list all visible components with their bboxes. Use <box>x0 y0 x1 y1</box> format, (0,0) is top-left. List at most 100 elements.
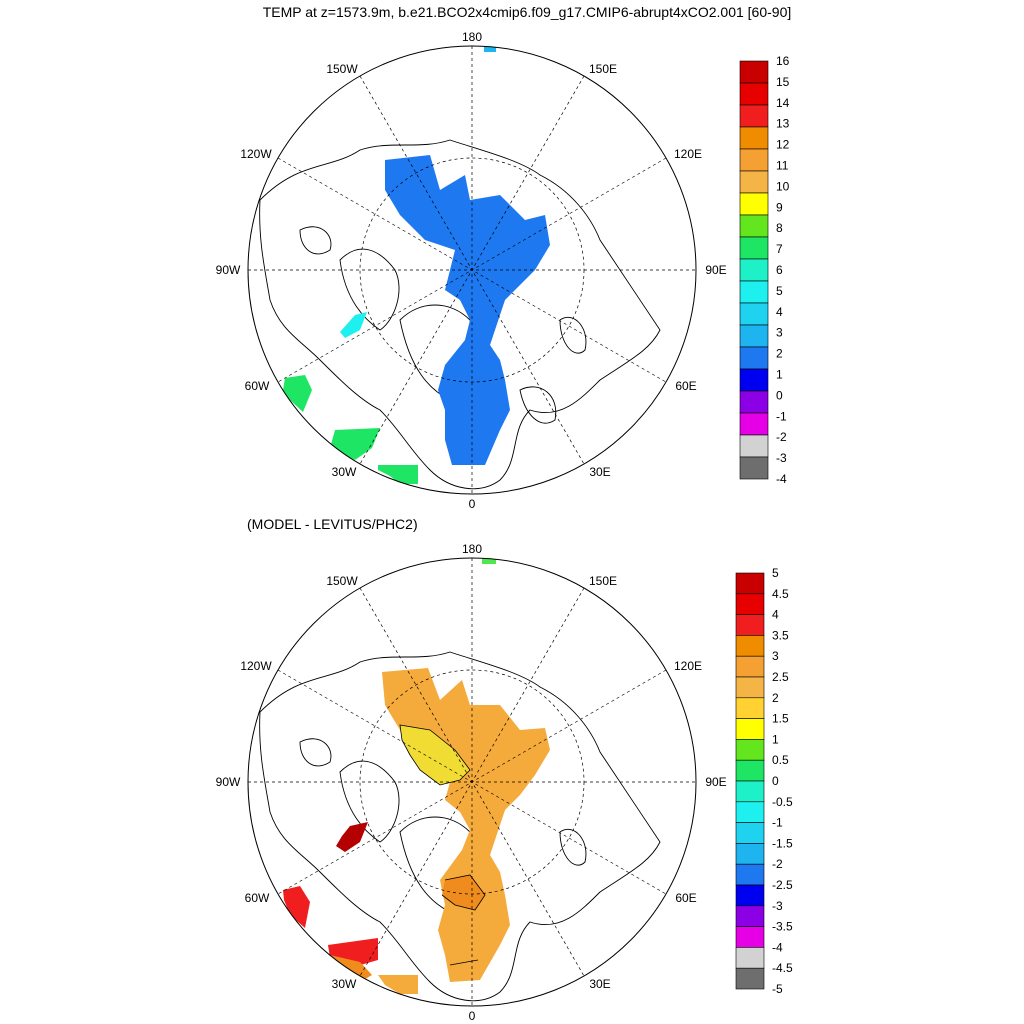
colorbar-swatch <box>735 739 765 761</box>
colorbar-swatch <box>739 214 769 238</box>
svg-text:30W: 30W <box>332 977 357 991</box>
colorbar-tick-label: 13 <box>776 117 790 131</box>
colorbar-tick-label: 3 <box>772 649 779 663</box>
colorbar-swatch <box>735 697 765 719</box>
colorbar-swatch <box>735 676 765 699</box>
colorbar-tick-label: 3.5 <box>772 628 789 642</box>
colorbar-swatch <box>735 863 765 886</box>
top-field-green-6-a <box>283 375 312 412</box>
colorbar-tick-label: 5 <box>776 284 783 298</box>
svg-text:120E: 120E <box>674 147 702 161</box>
colorbar-tick-label: -1.5 <box>772 836 793 850</box>
bottom-field-orange-3 <box>442 875 485 910</box>
colorbar-swatch <box>739 434 769 458</box>
svg-text:180: 180 <box>462 542 482 556</box>
colorbar-tick-label: -3.5 <box>772 920 793 934</box>
colorbar-swatch <box>739 148 769 172</box>
colorbar-swatch <box>739 170 769 194</box>
svg-text:60E: 60E <box>675 379 696 393</box>
colorbar-swatch <box>739 82 769 106</box>
colorbar-swatch <box>739 126 769 150</box>
top-polar-map: 180 150E 120E 90E 60E 30E 0 30W 60W 90W … <box>216 30 727 511</box>
colorbar-tick-label: 9 <box>776 200 783 214</box>
colorbar-tick-label: 4.5 <box>772 587 789 601</box>
svg-text:150W: 150W <box>326 574 358 588</box>
difference-subtitle: (MODEL - LEVITUS/PHC2) <box>247 516 418 532</box>
top-field-green-6-b <box>330 428 380 460</box>
colorbar-tick-label: 0 <box>772 774 779 788</box>
colorbar-tick-label: -4 <box>776 472 787 486</box>
colorbar-tick-label: -4 <box>772 940 783 954</box>
colorbar-tick-label: -0.5 <box>772 795 793 809</box>
colorbar-swatch <box>735 884 765 907</box>
colorbar-swatch <box>739 60 769 84</box>
svg-text:120E: 120E <box>674 659 702 673</box>
svg-text:0: 0 <box>469 497 476 511</box>
colorbar-tick-label: 16 <box>776 54 790 68</box>
colorbar-tick-label: 2 <box>772 691 779 705</box>
svg-text:30E: 30E <box>589 465 610 479</box>
colorbar-swatch <box>735 759 765 782</box>
colorbar-swatch <box>739 412 769 436</box>
colorbar-tick-label: 1 <box>776 368 783 382</box>
svg-text:90W: 90W <box>216 775 241 789</box>
colorbar-swatch <box>739 104 769 128</box>
svg-text:0: 0 <box>469 1009 476 1023</box>
colorbar-tick-label: 1 <box>772 732 779 746</box>
bottom-graticule <box>248 558 696 1006</box>
svg-text:150E: 150E <box>589 62 617 76</box>
svg-text:150W: 150W <box>326 62 358 76</box>
top-field-blue-2 <box>385 155 550 465</box>
bottom-map-boundary <box>247 557 697 1007</box>
colorbar-tick-label: 0 <box>776 388 783 402</box>
colorbar-swatch <box>735 843 765 865</box>
svg-text:180: 180 <box>462 30 482 44</box>
colorbar-tick-label: -4.5 <box>772 961 793 975</box>
colorbar-tick-label: -1 <box>776 409 787 423</box>
colorbar-tick-label: 0.5 <box>772 753 789 767</box>
top-field-green-6-c <box>378 465 418 484</box>
colorbar-tick-label: -3 <box>772 899 783 913</box>
colorbar-swatch <box>735 822 765 844</box>
svg-text:120W: 120W <box>240 659 272 673</box>
colorbar-tick-label: 8 <box>776 221 783 235</box>
bottom-polar-map: 180 150E 120E 90E 60E 30E 0 30W 60W 90W … <box>216 542 727 1023</box>
colorbar-swatch <box>735 718 765 740</box>
colorbar-tick-label: 2.5 <box>772 670 789 684</box>
svg-text:60W: 60W <box>245 891 270 905</box>
colorbar-swatch <box>735 780 765 803</box>
colorbar-tick-label: 6 <box>776 263 783 277</box>
main-title: TEMP at z=1573.9m, b.e21.BCO2x4cmip6.f09… <box>263 4 792 20</box>
colorbar-tick-label: -2 <box>772 857 783 871</box>
colorbar-tick-label: -3 <box>776 451 787 465</box>
top-field-cyan-3-dot <box>484 46 496 52</box>
colorbar-tick-label: -5 <box>772 982 783 996</box>
svg-text:60E: 60E <box>675 891 696 905</box>
colorbar-tick-label: 14 <box>776 96 790 110</box>
svg-text:30W: 30W <box>332 465 357 479</box>
colorbar-swatch <box>739 280 769 304</box>
top-longitude-labels: 180 150E 120E 90E 60E 30E 0 30W 60W 90W … <box>216 30 727 511</box>
top-field-cyan-4 <box>340 312 367 338</box>
colorbar-swatch <box>739 236 769 260</box>
colorbar-swatch <box>735 572 765 595</box>
colorbar-swatch <box>735 801 765 823</box>
colorbar-swatch <box>739 302 769 326</box>
colorbar-tick-label: -2 <box>776 430 787 444</box>
colorbar-swatch <box>735 905 765 927</box>
colorbar-tick-label: -2.5 <box>772 878 793 892</box>
colorbar-tick-label: -1 <box>772 816 783 830</box>
svg-text:90E: 90E <box>705 263 726 277</box>
svg-text:120W: 120W <box>240 147 272 161</box>
bottom-field-orange-2-b <box>378 975 418 994</box>
colorbar-swatch <box>735 967 765 990</box>
bottom-colorbar: 5 4.5 4 3.5 3 2.5 2 1.5 1 0.5 0 -0.5 -1 -1.5 -2 -2.5 -3 -… <box>735 566 793 996</box>
svg-text:30E: 30E <box>589 977 610 991</box>
bottom-field-orange-2 <box>382 668 550 982</box>
colorbar-swatch <box>739 258 769 282</box>
colorbar-tick-label: 3 <box>776 326 783 340</box>
bottom-field-green-0-5-dot <box>482 558 496 564</box>
colorbar-swatch <box>739 192 769 216</box>
